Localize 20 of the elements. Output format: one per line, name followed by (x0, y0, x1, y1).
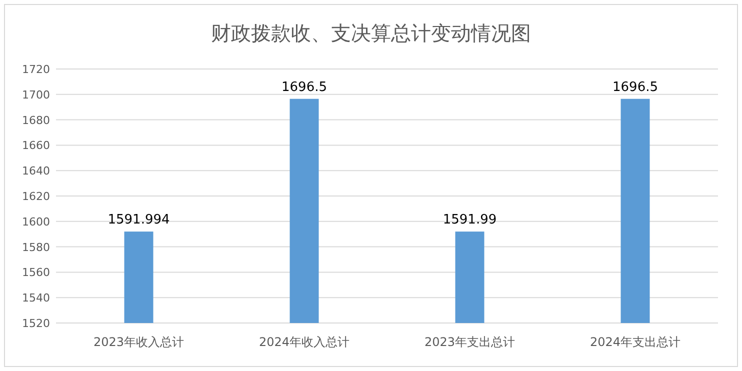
y-tick-label: 1600 (22, 215, 50, 228)
y-tick-label: 1620 (22, 190, 50, 203)
y-tick-label: 1660 (22, 139, 50, 152)
x-tick-label: 2023年收入总计 (93, 335, 184, 349)
x-tick-label: 2024年支出总计 (590, 335, 681, 349)
data-label: 1591.994 (108, 212, 170, 228)
y-tick-label: 1680 (22, 114, 50, 127)
data-label: 1591.99 (442, 212, 497, 228)
y-tick-label: 1580 (22, 240, 50, 254)
y-tick-label: 1640 (22, 164, 50, 178)
y-tick-label: 1720 (22, 63, 50, 76)
data-label: 1696.5 (282, 80, 327, 95)
y-tick-label: 1560 (22, 266, 50, 280)
x-tick-label: 2024年收入总计 (258, 335, 350, 349)
x-tick-label: 2023年支出总计 (424, 335, 516, 349)
y-tick-label: 1700 (22, 88, 50, 102)
chart-title: 财政拨款收、支决算总计变动情况图 (211, 21, 531, 45)
data-label: 1696.5 (612, 80, 658, 95)
y-tick-label: 1540 (22, 292, 50, 305)
y-tick-label: 1520 (22, 317, 50, 330)
